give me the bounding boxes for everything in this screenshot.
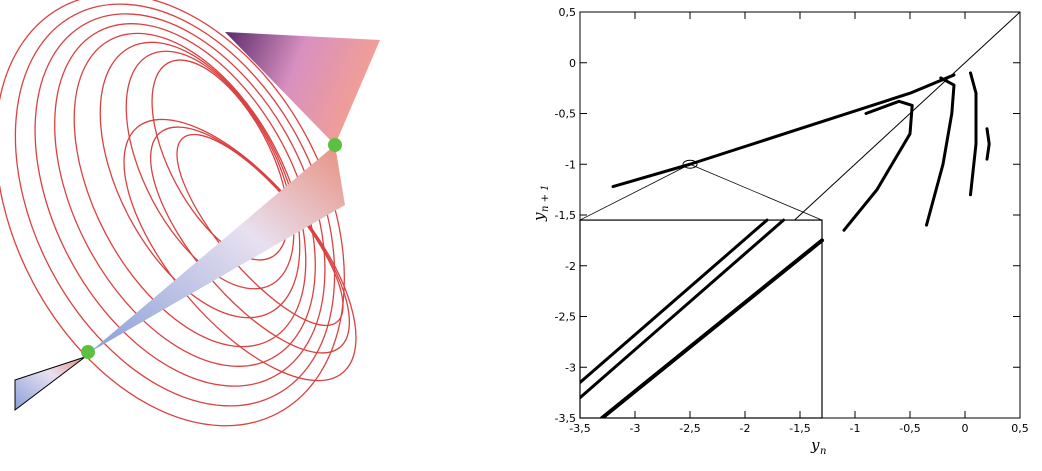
zoom-line (689, 163, 823, 221)
x-axis-label-sub: n (820, 446, 826, 457)
curve (842, 99, 914, 232)
curve (611, 73, 956, 189)
curve (925, 76, 956, 227)
y-tick-label: 0,5 (559, 6, 577, 19)
upper-cone (225, 32, 380, 145)
lower-cone (14, 356, 86, 412)
attractor-illustration (0, 0, 380, 427)
zoom-line (579, 163, 691, 221)
y-axis-label: yn + 1 (530, 184, 551, 222)
x-tick-label: -2 (740, 422, 751, 435)
zoom-marker (682, 159, 698, 169)
main-cone (90, 145, 345, 352)
x-tick-label: -0,5 (899, 422, 920, 435)
y-axis-label-main: y (530, 212, 548, 222)
y-tick-label: 0 (569, 57, 576, 70)
x-tick-label: 0 (962, 422, 969, 435)
y-tick-label: -2 (565, 260, 576, 273)
curve (580, 218, 785, 400)
curve (985, 127, 991, 161)
fixed-point (81, 345, 95, 359)
x-tick-label: -1 (850, 422, 861, 435)
y-tick-label: -3 (565, 361, 576, 374)
x-tick-label: -2,5 (679, 422, 700, 435)
return-map: -3,5 -3 -2,5 -2 -1,5 -1 -0,5 0 0,5 -3,5 -3 -2,5 -2 -1… (530, 6, 1029, 457)
x-axis-label: y (810, 436, 820, 454)
x-tick-label: -3 (630, 422, 641, 435)
curve (600, 238, 824, 418)
y-tick-label: -0,5 (555, 108, 576, 121)
y-tick-label: -1,5 (555, 209, 576, 222)
x-tick-label: -3,5 (569, 422, 590, 435)
fixed-point (328, 138, 342, 152)
curve (969, 71, 978, 197)
y-axis-label-sub: n + 1 (540, 184, 551, 212)
inset-box (579, 219, 823, 419)
x-tick-label: 0,5 (1011, 422, 1029, 435)
y-tick-label: -3,5 (555, 412, 576, 425)
y-tick-label: -1 (565, 158, 576, 171)
y-tick-label: -2,5 (555, 311, 576, 324)
curve (580, 218, 769, 384)
x-tick-label: -1,5 (789, 422, 810, 435)
